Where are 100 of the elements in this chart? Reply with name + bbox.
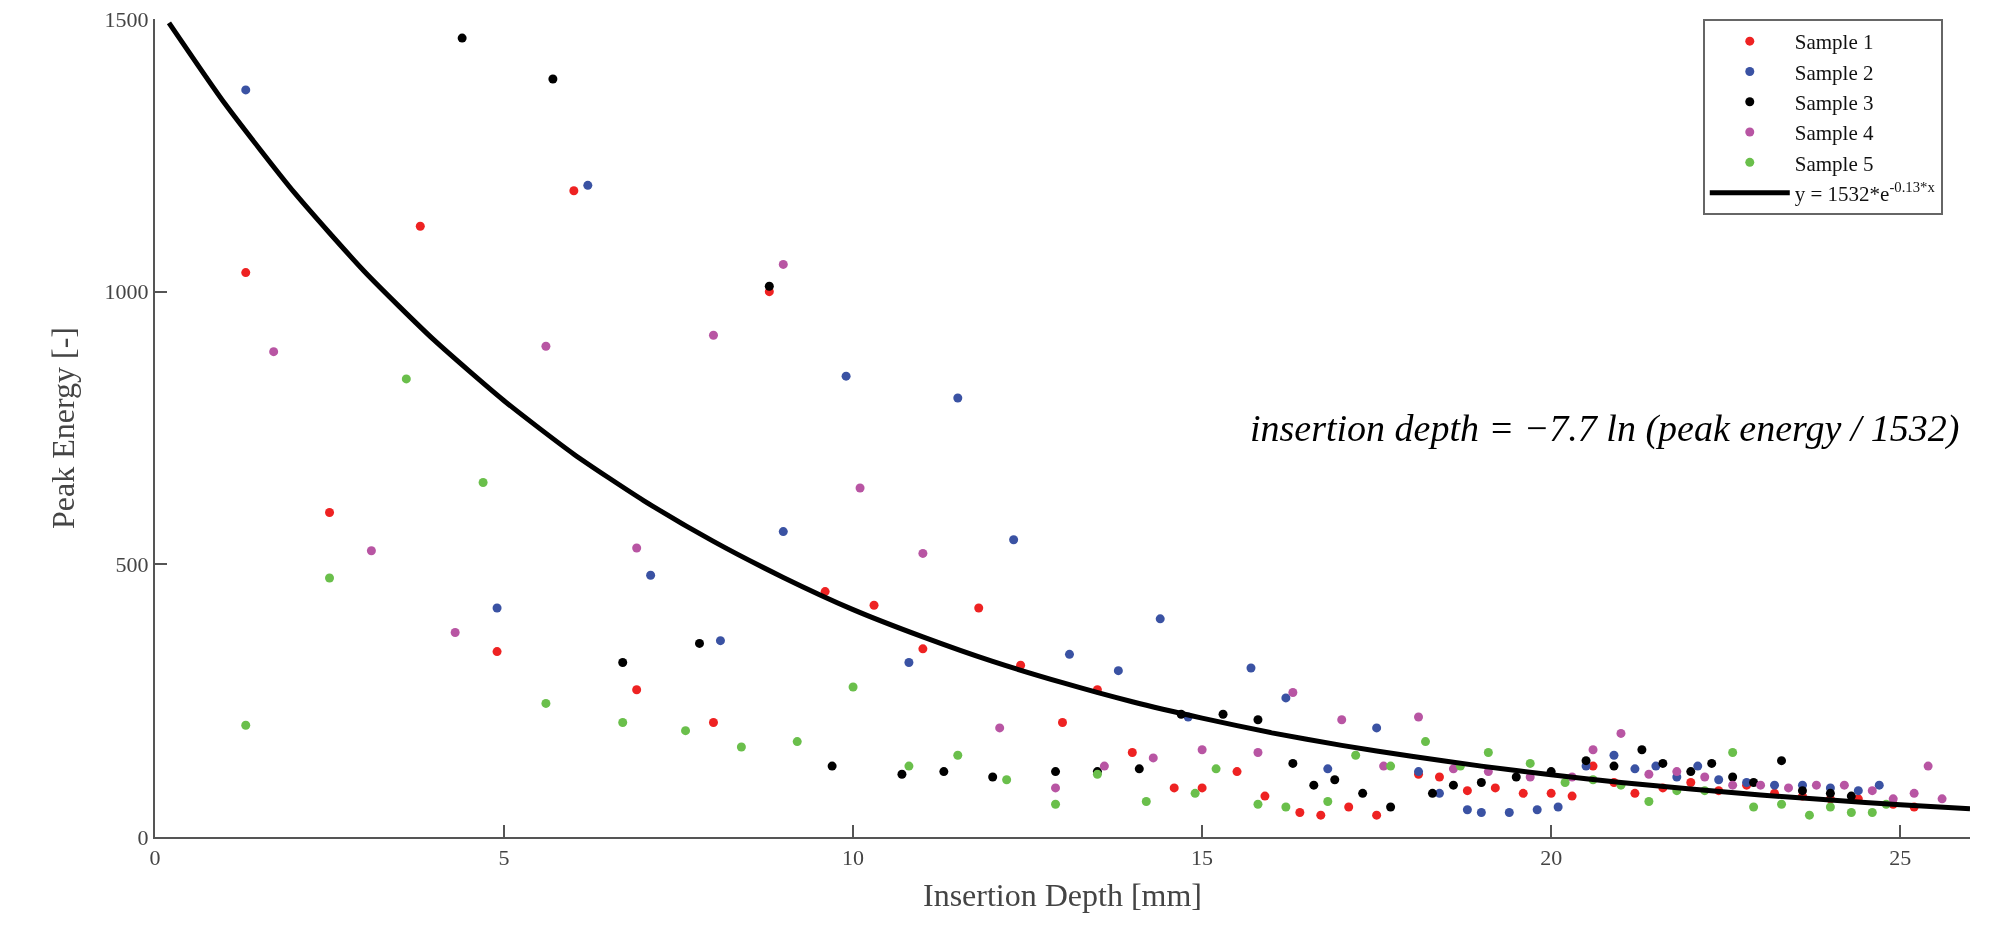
y-tick-label: 500 — [115, 552, 149, 578]
point — [1518, 788, 1528, 798]
point — [904, 657, 914, 667]
x-tick-label: 10 — [842, 845, 865, 871]
point — [1504, 807, 1514, 817]
x-tick-label: 20 — [1540, 845, 1563, 871]
point — [1051, 783, 1061, 793]
point — [1448, 780, 1458, 790]
point — [827, 761, 837, 771]
point — [325, 573, 335, 583]
x-tick-label: 5 — [498, 845, 510, 871]
point — [1658, 758, 1668, 768]
point — [1141, 797, 1151, 807]
legend-label: y = 1532*e$^{-0.13*x}$ — [1794, 179, 1936, 206]
point — [1253, 799, 1263, 809]
x-axis-title: Insertion Depth [mm] — [922, 876, 1203, 913]
point — [1148, 753, 1158, 763]
point — [995, 723, 1005, 733]
point — [1211, 764, 1221, 774]
point — [1127, 747, 1137, 757]
point — [1728, 780, 1738, 790]
point — [1777, 756, 1787, 766]
point — [1351, 750, 1361, 760]
point — [1714, 775, 1724, 785]
legend-label: Sample 5 — [1794, 151, 1874, 176]
legend-label: Sample 2 — [1794, 60, 1874, 85]
point — [1372, 723, 1382, 733]
y-axis-title: Peak Energy [-] — [45, 327, 82, 529]
point — [1316, 810, 1326, 820]
point — [1853, 786, 1863, 796]
point — [1909, 788, 1919, 798]
point — [1756, 780, 1766, 790]
point — [1804, 810, 1814, 820]
point — [1344, 802, 1354, 812]
point — [1560, 777, 1570, 787]
point — [1218, 709, 1228, 719]
point — [1637, 745, 1647, 755]
point — [1476, 807, 1486, 817]
point — [1434, 772, 1444, 782]
x-tick-label: 25 — [1889, 845, 1912, 871]
point — [1323, 797, 1333, 807]
point — [618, 717, 628, 727]
point — [1644, 797, 1654, 807]
point — [1700, 772, 1710, 782]
point — [450, 628, 460, 637]
point — [1846, 807, 1856, 817]
point — [415, 221, 425, 231]
point — [988, 772, 998, 782]
point — [1784, 783, 1793, 793]
point — [1009, 535, 1019, 545]
point — [632, 685, 642, 695]
point — [1483, 747, 1493, 757]
point — [841, 371, 851, 381]
point — [1693, 761, 1703, 771]
point — [1337, 715, 1347, 725]
point — [918, 644, 928, 654]
point — [848, 682, 858, 692]
point — [401, 374, 411, 384]
point — [1749, 802, 1759, 812]
point — [366, 546, 376, 556]
point — [1051, 799, 1061, 809]
point — [1253, 747, 1263, 757]
point — [695, 638, 704, 648]
point — [1874, 780, 1884, 790]
point — [1525, 758, 1535, 768]
point — [778, 527, 788, 537]
point — [632, 543, 642, 553]
point — [1707, 758, 1717, 768]
point — [1295, 807, 1305, 817]
point — [1490, 783, 1500, 793]
point — [492, 647, 502, 657]
point — [869, 600, 879, 610]
point — [1260, 791, 1270, 801]
point — [1051, 767, 1061, 777]
point — [1728, 747, 1738, 757]
annotation: insertion depth = −7.7 ln (peak energy / 1532) — [1250, 407, 1960, 450]
point — [1644, 769, 1654, 779]
point — [1567, 791, 1577, 801]
point — [1923, 761, 1933, 771]
point — [1372, 810, 1382, 820]
y-tick-label: 0 — [137, 824, 149, 850]
point — [1058, 717, 1067, 727]
point — [325, 508, 335, 518]
point — [904, 761, 914, 771]
point — [1609, 761, 1619, 771]
point — [1811, 780, 1821, 790]
point — [778, 259, 788, 269]
point — [1462, 805, 1472, 815]
point — [1839, 780, 1849, 790]
point — [1309, 780, 1319, 790]
point — [457, 33, 467, 43]
point — [1686, 777, 1696, 787]
point — [492, 603, 502, 613]
point — [1323, 764, 1333, 774]
point — [708, 717, 718, 727]
point — [1427, 788, 1437, 798]
point — [1155, 614, 1165, 624]
point — [681, 726, 691, 736]
y-tick-label: 1500 — [104, 6, 149, 32]
point — [241, 85, 251, 95]
